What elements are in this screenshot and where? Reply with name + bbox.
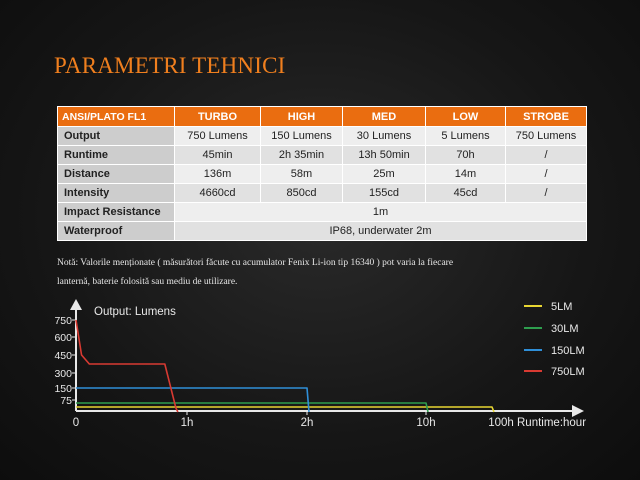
col-header: STROBE [505,106,587,127]
table-cell: / [505,145,587,165]
table-cell: 4660cd [174,183,261,203]
table-row: Output 750 Lumens 150 Lumens 30 Lumens 5… [57,126,587,146]
y-tick-label: 300 [54,368,72,380]
legend: 5LM 30LM 150LM 750LM [524,301,585,378]
footnote-line: Notă: Valorile menționate ( măsurători f… [57,258,454,268]
spec-header-row: ANSI/PLATO FL1 TURBO HIGH MED LOW STROBE [57,106,587,127]
table-cell: 70h [425,145,506,165]
y-axis-title: Output: Lumens [94,306,176,318]
y-tick-label: 75 [60,395,72,407]
row-label: Impact Resistance [57,202,175,222]
spec-table: ANSI/PLATO FL1 TURBO HIGH MED LOW STROBE… [57,106,587,241]
x-tick-label: 2h [301,417,314,429]
x-tick-label: 10h [416,417,435,429]
col-header: TURBO [174,106,261,127]
series-line-150lm [76,387,310,413]
y-tick-label: 600 [54,332,72,344]
series-line-5lm [76,406,495,413]
table-cell: IP68, underwater 2m [174,221,587,241]
x-axis-arrow [572,405,584,417]
y-tick-labels: 750 600 450 300 150 75 [54,315,72,407]
table-row: Waterproof IP68, underwater 2m [57,221,587,241]
table-cell: 136m [174,164,261,184]
x-axis-title: Runtime:hour [517,417,586,429]
table-cell: 5 Lumens [425,126,506,146]
row-label: Distance [57,164,175,184]
x-tick-label: 1h [181,417,194,429]
legend-label: 5LM [551,301,572,313]
x-tick-label: 0 [73,417,79,429]
row-label: Output [57,126,175,146]
table-cell: 750 Lumens [174,126,261,146]
table-cell: 2h 35min [260,145,343,165]
table-row: Intensity 4660cd 850cd 155cd 45cd / [57,183,587,203]
footnote-line: lanternă, baterie folosită sau mediu de … [57,277,238,287]
y-tick-label: 450 [54,350,72,362]
legend-label: 750LM [551,366,585,378]
series-line-750lm [75,319,179,413]
footnote: Notă: Valorile menționate ( măsurători f… [57,254,527,292]
table-row: Impact Resistance 1m [57,202,587,222]
table-cell: 155cd [342,183,426,203]
series-layer [75,319,495,413]
legend-label: 150LM [551,345,585,357]
y-tick-label: 150 [54,383,72,395]
y-tick-label: 750 [54,315,72,327]
legend-label: 30LM [551,323,579,335]
x-tick-label: 100h [488,417,514,429]
series-line-30lm [76,402,429,413]
row-label: Runtime [57,145,175,165]
table-cell: 1m [174,202,587,222]
table-cell: 850cd [260,183,343,203]
row-label: Intensity [57,183,175,203]
page-title: PARAMETRI TEHNICI [54,53,286,78]
y-axis-arrow [70,299,82,310]
x-ticks [186,411,427,415]
table-row: Runtime 45min 2h 35min 13h 50min 70h / [57,145,587,165]
row-label: Waterproof [57,221,175,241]
y-ticks [72,319,76,401]
x-tick-labels: 0 1h 2h 10h 100h [73,417,514,429]
table-cell: 750 Lumens [505,126,587,146]
table-cell: 30 Lumens [342,126,426,146]
table-cell: / [505,164,587,184]
chart-axes [70,299,584,417]
table-cell: 58m [260,164,343,184]
table-row: Distance 136m 58m 25m 14m / [57,164,587,184]
